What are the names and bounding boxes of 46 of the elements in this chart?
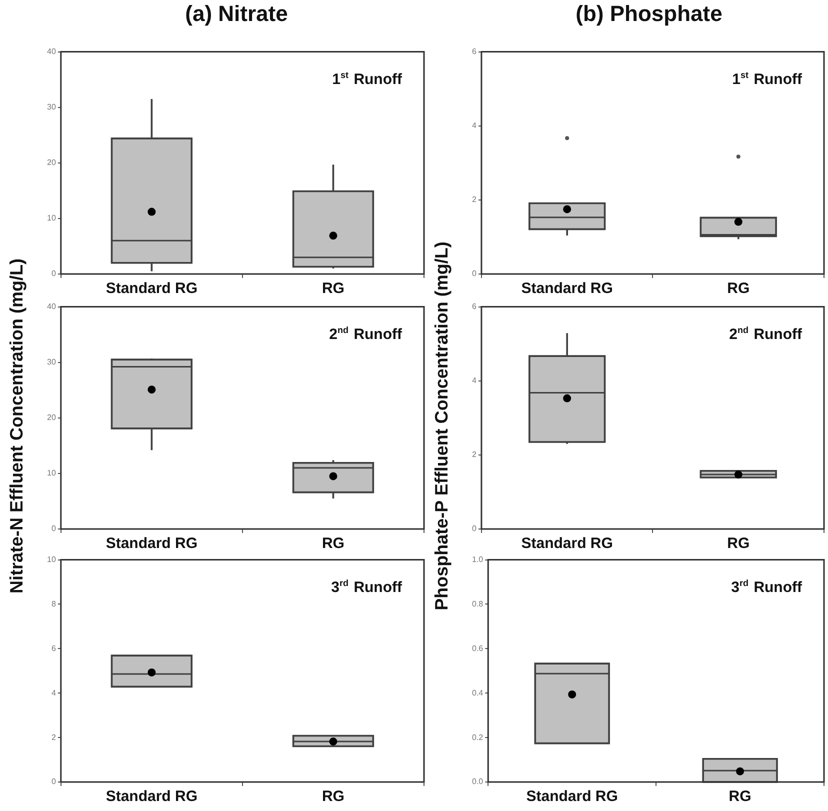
x-tick-label: RG — [322, 280, 344, 298]
y-tick-label: 20 — [46, 413, 56, 422]
x-tick-label: RG — [727, 535, 750, 552]
y-tick-label: 0.8 — [472, 599, 484, 608]
y-tick-label: 0.0 — [472, 777, 484, 786]
y-tick-label: 30 — [46, 102, 56, 112]
y-tick-label: 10 — [46, 468, 56, 478]
y-axis-title: Phosphate-P Effluent Concentration (mg/L) — [432, 241, 452, 610]
y-tick-label: 0.6 — [472, 644, 484, 653]
x-tick-label: Standard RG — [521, 535, 613, 552]
y-tick-label: 20 — [46, 158, 56, 168]
y-tick-label: 4 — [472, 376, 477, 386]
y-tick-label: 0 — [472, 269, 477, 278]
y-tick-label: 2 — [472, 450, 477, 460]
y-tick-label: 0 — [472, 524, 477, 534]
y-tick-label: 0.2 — [472, 732, 484, 742]
y-tick-label: 1.0 — [472, 555, 484, 564]
x-tick-label: RG — [728, 788, 752, 806]
y-tick-label: 30 — [46, 358, 56, 367]
y-tick-label: 10 — [46, 555, 56, 564]
x-tick-label: Standard RG — [106, 788, 198, 806]
y-tick-label: 6 — [472, 47, 477, 56]
y-tick-label: 2 — [51, 732, 56, 742]
y-tick-label: 0.4 — [472, 688, 484, 698]
x-tick-label: Standard RG — [106, 280, 198, 298]
y-tick-label: 10 — [46, 214, 56, 223]
y-tick-label: 40 — [46, 47, 56, 56]
y-tick-label: 6 — [472, 302, 477, 312]
x-tick-label: Standard RG — [526, 788, 618, 806]
y-tick-label: 0 — [51, 269, 56, 278]
x-tick-label: Standard RG — [106, 535, 198, 552]
y-tick-label: 4 — [472, 121, 477, 130]
y-tick-label: 8 — [51, 599, 56, 608]
y-axis-title: Nitrate-N Effluent Concentration (mg/L) — [6, 258, 28, 593]
y-tick-label: 0 — [51, 777, 56, 786]
x-tick-label: RG — [727, 280, 750, 298]
x-tick-label: RG — [322, 788, 344, 806]
chart-title: (a) Nitrate — [184, 1, 289, 27]
chart-title: (b) Phosphate — [574, 1, 724, 27]
x-tick-label: RG — [322, 535, 344, 552]
y-tick-label: 6 — [51, 644, 56, 653]
y-tick-label: 2 — [472, 195, 477, 204]
y-tick-label: 40 — [46, 302, 56, 312]
y-tick-label: 4 — [51, 688, 56, 698]
y-tick-label: 0 — [51, 524, 56, 534]
x-tick-label: Standard RG — [521, 280, 613, 298]
